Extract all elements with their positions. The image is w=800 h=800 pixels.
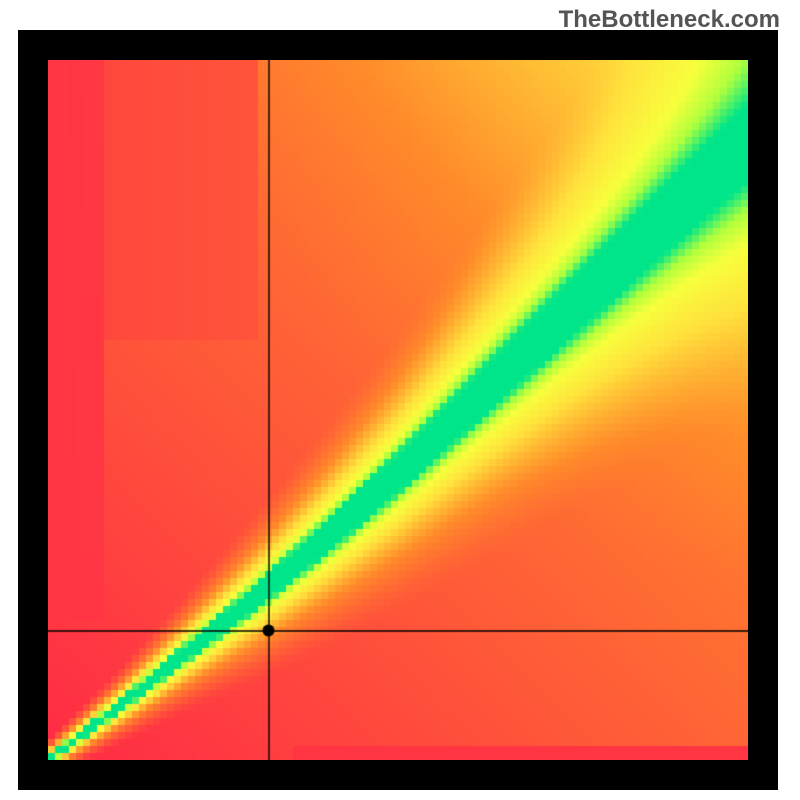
watermark-text: TheBottleneck.com xyxy=(559,6,780,34)
heatmap-canvas xyxy=(48,60,748,760)
chart-container: TheBottleneck.com xyxy=(0,0,800,800)
